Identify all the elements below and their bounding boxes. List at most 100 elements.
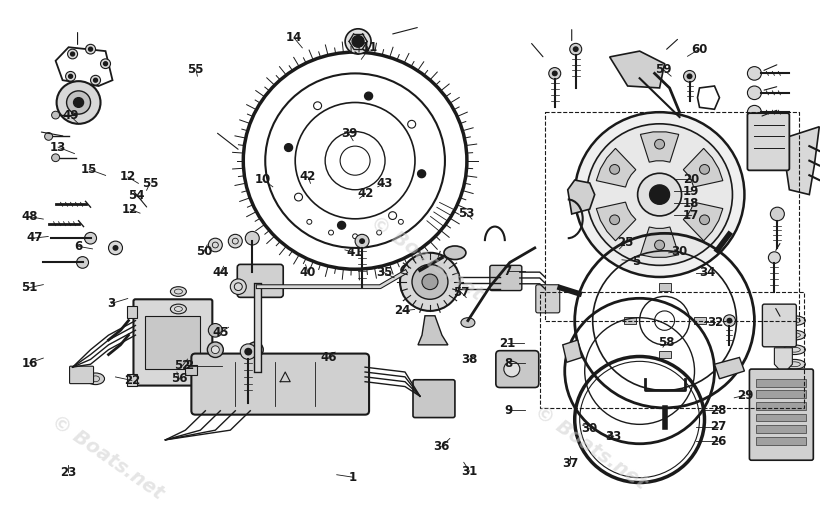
Circle shape bbox=[365, 92, 373, 100]
Circle shape bbox=[251, 346, 259, 354]
Circle shape bbox=[587, 124, 732, 265]
Polygon shape bbox=[562, 340, 582, 362]
Ellipse shape bbox=[401, 263, 423, 277]
Ellipse shape bbox=[86, 373, 104, 385]
Circle shape bbox=[570, 44, 582, 55]
Text: 34: 34 bbox=[699, 266, 715, 279]
Text: 36: 36 bbox=[433, 440, 450, 453]
Circle shape bbox=[247, 342, 264, 357]
Bar bbox=[756, 414, 806, 421]
Text: 22: 22 bbox=[124, 374, 140, 387]
Circle shape bbox=[422, 274, 438, 290]
Circle shape bbox=[654, 139, 664, 149]
Circle shape bbox=[112, 245, 118, 251]
Text: 16: 16 bbox=[21, 356, 38, 370]
Text: 52: 52 bbox=[174, 359, 190, 372]
Circle shape bbox=[67, 49, 77, 59]
Circle shape bbox=[649, 185, 670, 204]
Polygon shape bbox=[714, 357, 745, 379]
Bar bbox=[658, 351, 671, 358]
Bar bbox=[127, 306, 137, 318]
Text: © Boats.net: © Boats.net bbox=[48, 412, 167, 503]
Text: 31: 31 bbox=[461, 465, 478, 478]
Text: 49: 49 bbox=[62, 110, 79, 122]
Text: 20: 20 bbox=[683, 173, 699, 186]
Bar bbox=[756, 379, 806, 387]
Ellipse shape bbox=[171, 304, 186, 314]
Circle shape bbox=[67, 91, 90, 114]
Ellipse shape bbox=[444, 246, 466, 260]
Text: 60: 60 bbox=[690, 43, 707, 56]
Circle shape bbox=[654, 240, 664, 250]
Circle shape bbox=[241, 344, 256, 359]
Ellipse shape bbox=[783, 359, 805, 369]
Circle shape bbox=[337, 221, 346, 229]
Text: 42: 42 bbox=[300, 170, 316, 183]
Ellipse shape bbox=[783, 330, 805, 340]
Circle shape bbox=[85, 45, 95, 54]
Text: 19: 19 bbox=[682, 185, 699, 198]
Text: 50: 50 bbox=[195, 245, 212, 258]
Polygon shape bbox=[784, 127, 819, 195]
Text: 1: 1 bbox=[349, 471, 357, 484]
Bar bbox=[145, 316, 200, 369]
Circle shape bbox=[71, 52, 75, 56]
Bar bbox=[545, 112, 800, 321]
Text: 12: 12 bbox=[120, 170, 135, 183]
Text: 42: 42 bbox=[357, 187, 374, 200]
Polygon shape bbox=[418, 316, 448, 345]
Circle shape bbox=[69, 74, 72, 78]
Circle shape bbox=[610, 164, 620, 174]
Circle shape bbox=[552, 71, 557, 76]
Polygon shape bbox=[683, 148, 722, 187]
Polygon shape bbox=[596, 148, 635, 187]
Text: 38: 38 bbox=[461, 353, 478, 366]
Text: 48: 48 bbox=[21, 210, 38, 223]
Bar bbox=[756, 437, 806, 445]
Circle shape bbox=[400, 253, 460, 311]
Text: 7: 7 bbox=[503, 265, 511, 278]
Bar bbox=[624, 317, 635, 325]
Bar bbox=[658, 283, 671, 291]
Bar bbox=[756, 425, 806, 433]
FancyBboxPatch shape bbox=[750, 369, 814, 460]
Text: 14: 14 bbox=[286, 31, 302, 45]
Text: 46: 46 bbox=[320, 351, 337, 364]
Circle shape bbox=[504, 361, 520, 377]
FancyBboxPatch shape bbox=[413, 380, 455, 418]
Text: 26: 26 bbox=[709, 435, 726, 448]
FancyBboxPatch shape bbox=[134, 300, 213, 386]
Text: 37: 37 bbox=[562, 457, 579, 470]
Circle shape bbox=[209, 238, 222, 252]
Polygon shape bbox=[774, 348, 792, 374]
Text: 17: 17 bbox=[683, 208, 699, 222]
Circle shape bbox=[355, 234, 369, 248]
Circle shape bbox=[285, 144, 292, 152]
Circle shape bbox=[699, 164, 709, 174]
Circle shape bbox=[94, 78, 98, 82]
Text: 43: 43 bbox=[376, 177, 392, 190]
Circle shape bbox=[747, 105, 761, 119]
Circle shape bbox=[610, 215, 620, 225]
Text: 58: 58 bbox=[658, 336, 675, 349]
Circle shape bbox=[418, 170, 425, 178]
Text: 11: 11 bbox=[361, 41, 378, 54]
Circle shape bbox=[686, 73, 693, 79]
Text: 10: 10 bbox=[255, 173, 271, 186]
Text: 28: 28 bbox=[709, 403, 726, 417]
Bar bbox=[756, 391, 806, 398]
Text: 30: 30 bbox=[672, 245, 687, 258]
Text: 2: 2 bbox=[186, 359, 193, 372]
FancyBboxPatch shape bbox=[536, 285, 560, 313]
Text: 57: 57 bbox=[453, 286, 470, 299]
Circle shape bbox=[208, 342, 223, 357]
Circle shape bbox=[90, 75, 100, 85]
Text: 13: 13 bbox=[50, 141, 67, 154]
Text: 27: 27 bbox=[709, 420, 726, 433]
Text: 55: 55 bbox=[141, 177, 158, 190]
Text: 45: 45 bbox=[212, 326, 228, 339]
Circle shape bbox=[66, 72, 76, 81]
Text: 35: 35 bbox=[376, 266, 392, 279]
Circle shape bbox=[727, 318, 732, 324]
Circle shape bbox=[228, 234, 242, 248]
